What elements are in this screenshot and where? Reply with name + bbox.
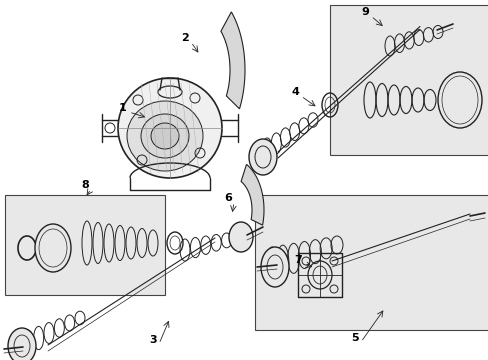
Text: 5: 5 [350,333,358,343]
Text: 7: 7 [293,255,301,265]
Text: 8: 8 [81,180,89,190]
Bar [5,195,164,295]
Text: 4: 4 [290,87,298,97]
Text: 3: 3 [149,335,157,345]
Ellipse shape [118,78,222,178]
Ellipse shape [127,101,203,171]
Ellipse shape [151,123,179,149]
Ellipse shape [8,328,36,360]
Ellipse shape [261,247,288,287]
Ellipse shape [141,114,189,158]
Ellipse shape [228,222,252,252]
Text: 1: 1 [119,103,126,113]
Text: 9: 9 [360,7,368,17]
Polygon shape [221,12,244,109]
Text: 2: 2 [181,33,188,43]
Text: 6: 6 [224,193,231,203]
Ellipse shape [248,139,276,175]
Bar [254,195,488,330]
Polygon shape [241,165,264,225]
Bar [329,5,488,155]
